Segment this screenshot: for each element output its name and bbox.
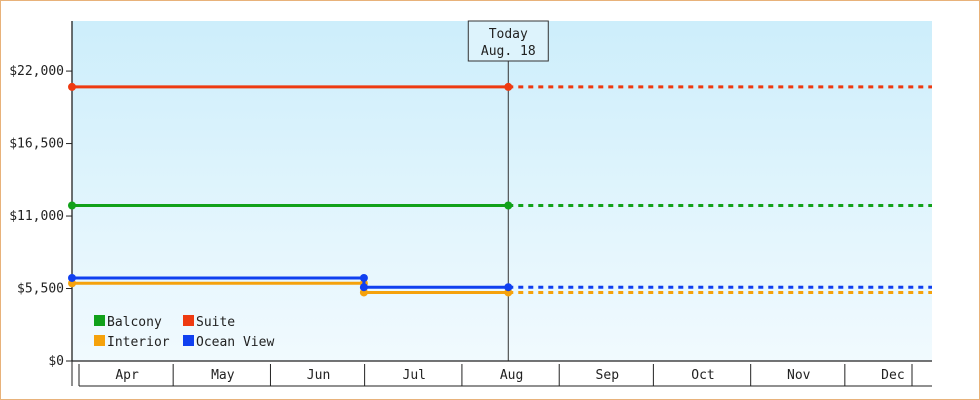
x-tick-label: Dec	[881, 368, 904, 383]
x-axis: Apr May Jun Jul Aug Sep Oct Nov Dec	[71, 360, 932, 387]
legend-swatch-balcony	[94, 315, 105, 326]
x-tick-label: Apr	[115, 368, 139, 383]
x-tick-label: Jun	[307, 368, 330, 383]
series-group	[68, 82, 932, 297]
data-point-ocean-view	[359, 273, 368, 282]
x-tick-label: Oct	[691, 368, 714, 383]
y-tick-label: $11,000	[9, 209, 64, 224]
data-point-suite	[504, 82, 513, 91]
today-marker: Today Aug. 18	[467, 20, 549, 361]
x-tick-label: Aug	[500, 368, 523, 383]
series-line-ocean-view	[72, 276, 509, 289]
legend-swatch-interior	[94, 335, 105, 346]
legend-swatch-suite	[183, 315, 194, 326]
today-box	[467, 20, 549, 62]
y-tick-label: $22,000	[9, 64, 64, 79]
x-tick-label: May	[211, 368, 235, 383]
x-tick-label: Nov	[787, 368, 811, 383]
y-tick-label: $0	[48, 354, 64, 369]
data-point-suite	[68, 82, 76, 91]
x-tick-label: Jul	[403, 368, 426, 383]
y-tick-label: $5,500	[17, 282, 64, 297]
data-point-balcony	[68, 201, 76, 210]
legend-label-ocean-view: Ocean View	[196, 335, 274, 350]
today-label: Today	[489, 27, 528, 42]
plot-area	[72, 21, 932, 361]
x-tick-label: Sep	[596, 368, 620, 383]
legend-label-balcony: Balcony	[107, 315, 162, 330]
legend-swatch-ocean-view	[183, 335, 194, 346]
legend: Balcony Suite Interior Ocean View	[94, 315, 274, 350]
today-date-label: Aug. 18	[481, 44, 536, 59]
data-point-ocean-view	[504, 283, 513, 292]
y-axis: $0 $5,500 $11,000 $16,500 $22,000	[9, 21, 73, 369]
data-point-ocean-view	[68, 273, 76, 282]
legend-label-interior: Interior	[107, 335, 170, 350]
y-tick-label: $16,500	[9, 137, 64, 152]
legend-label-suite: Suite	[196, 315, 235, 330]
data-point-balcony	[504, 201, 513, 210]
data-point-ocean-view	[359, 283, 368, 292]
